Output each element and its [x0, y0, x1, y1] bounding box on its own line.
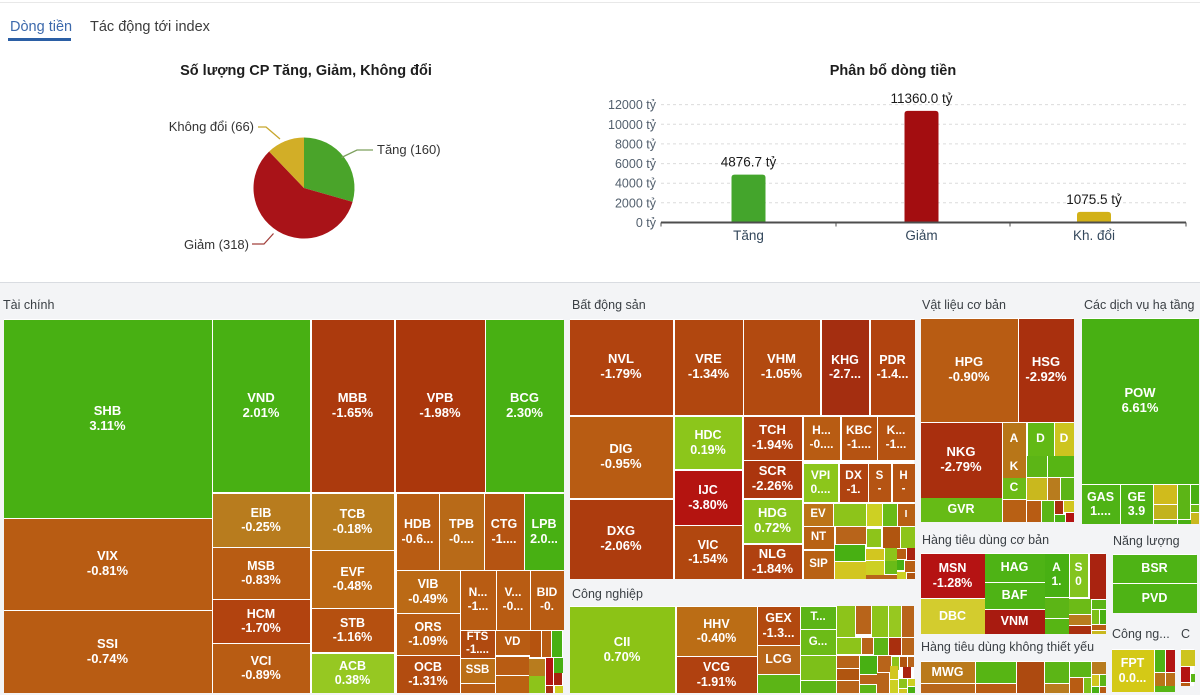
svg-text:Tăng: Tăng — [733, 228, 764, 243]
svg-text:Số lượng CP Tăng, Giảm, Không: Số lượng CP Tăng, Giảm, Không đổi — [180, 63, 432, 79]
svg-text:0 tỷ: 0 tỷ — [636, 216, 657, 230]
svg-text:Phân bổ dòng tiền: Phân bổ dòng tiền — [830, 63, 956, 79]
svg-text:Tăng (160): Tăng (160) — [377, 142, 441, 157]
svg-text:11360.0 tỷ: 11360.0 tỷ — [890, 91, 952, 106]
svg-text:Giảm: Giảm — [905, 228, 937, 243]
svg-text:Kh. đổi: Kh. đổi — [1073, 228, 1115, 243]
svg-text:4000 tỷ: 4000 tỷ — [615, 177, 657, 191]
svg-text:1075.5 tỷ: 1075.5 tỷ — [1066, 192, 1122, 207]
svg-text:8000 tỷ: 8000 tỷ — [615, 137, 657, 151]
svg-text:12000 tỷ: 12000 tỷ — [608, 98, 657, 112]
svg-text:2000 tỷ: 2000 tỷ — [615, 196, 657, 210]
svg-text:6000 tỷ: 6000 tỷ — [615, 157, 657, 171]
svg-text:4876.7 tỷ: 4876.7 tỷ — [721, 155, 777, 170]
svg-text:Giảm (318): Giảm (318) — [184, 237, 249, 252]
svg-text:Không đổi (66): Không đổi (66) — [169, 119, 254, 134]
svg-text:10000 tỷ: 10000 tỷ — [608, 118, 657, 132]
